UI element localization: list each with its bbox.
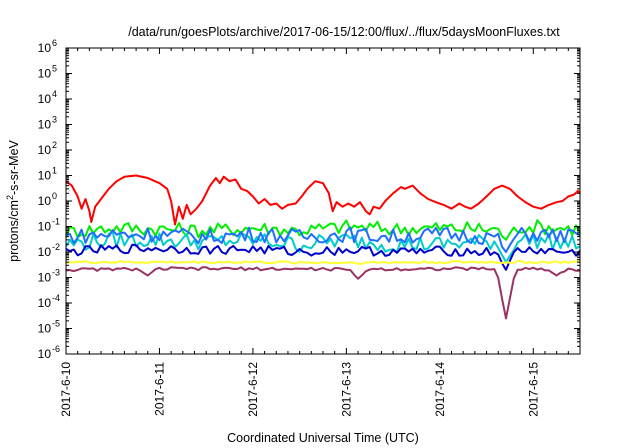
series-line-2 [65, 231, 581, 264]
series-line-4 [65, 243, 581, 271]
y-tick-label: 104 [38, 89, 57, 106]
y-tick-label: 100 [38, 191, 57, 208]
y-axis-title-rest: -s-sr-MeV [7, 139, 21, 195]
x-axis: 2017-6-10 2017-6-11 2017-6-12 2017-6-13 2017… [59, 48, 581, 417]
y-tick-label: 10-3 [38, 268, 60, 285]
y-tick-label: 10-4 [38, 293, 60, 310]
y-tick-label: 105 [38, 64, 57, 81]
series-line-1 [65, 219, 581, 241]
series-layer [65, 174, 581, 320]
y-tick-label: 10-6 [38, 344, 60, 361]
y-tick-label: 106 [38, 38, 57, 55]
y-tick-label: 10-5 [38, 319, 60, 336]
x-tick-label: 2017-6-11 [152, 362, 166, 416]
x-tick-label: 2017-6-14 [433, 362, 447, 417]
y-tick-label: 103 [38, 115, 57, 132]
x-tick-label: 2017-6-15 [526, 362, 540, 417]
y-axis-title-sup: 2 [5, 195, 15, 200]
x-tick-label: 2017-6-13 [339, 362, 353, 417]
series-line-6 [65, 266, 580, 320]
y-tick-label: 10-1 [38, 217, 60, 234]
plot-frame [65, 47, 581, 355]
x-tick-label: 2017-6-10 [59, 362, 73, 417]
x-tick-label: 2017-6-12 [246, 362, 260, 417]
series-line-0 [65, 174, 581, 226]
y-tick-label: 101 [38, 166, 57, 183]
y-tick-label: 102 [38, 140, 57, 157]
y-axis: 10-6 10-5 10-4 10-3 10-2 10-1 100 101 102 103 104 1… [38, 38, 580, 361]
x-axis-title: Coordinated Universal Time (UTC) [227, 431, 419, 445]
chart-title: /data/run/goesPlots/archive/2017-06-15/1… [128, 25, 560, 39]
series-line-5 [65, 259, 581, 265]
series-line-3 [65, 226, 581, 253]
y-axis-title: protons/cm2-s-sr-MeV [5, 139, 21, 261]
y-tick-label: 10-2 [38, 242, 60, 259]
y-axis-title-main: protons/cm [7, 200, 21, 262]
